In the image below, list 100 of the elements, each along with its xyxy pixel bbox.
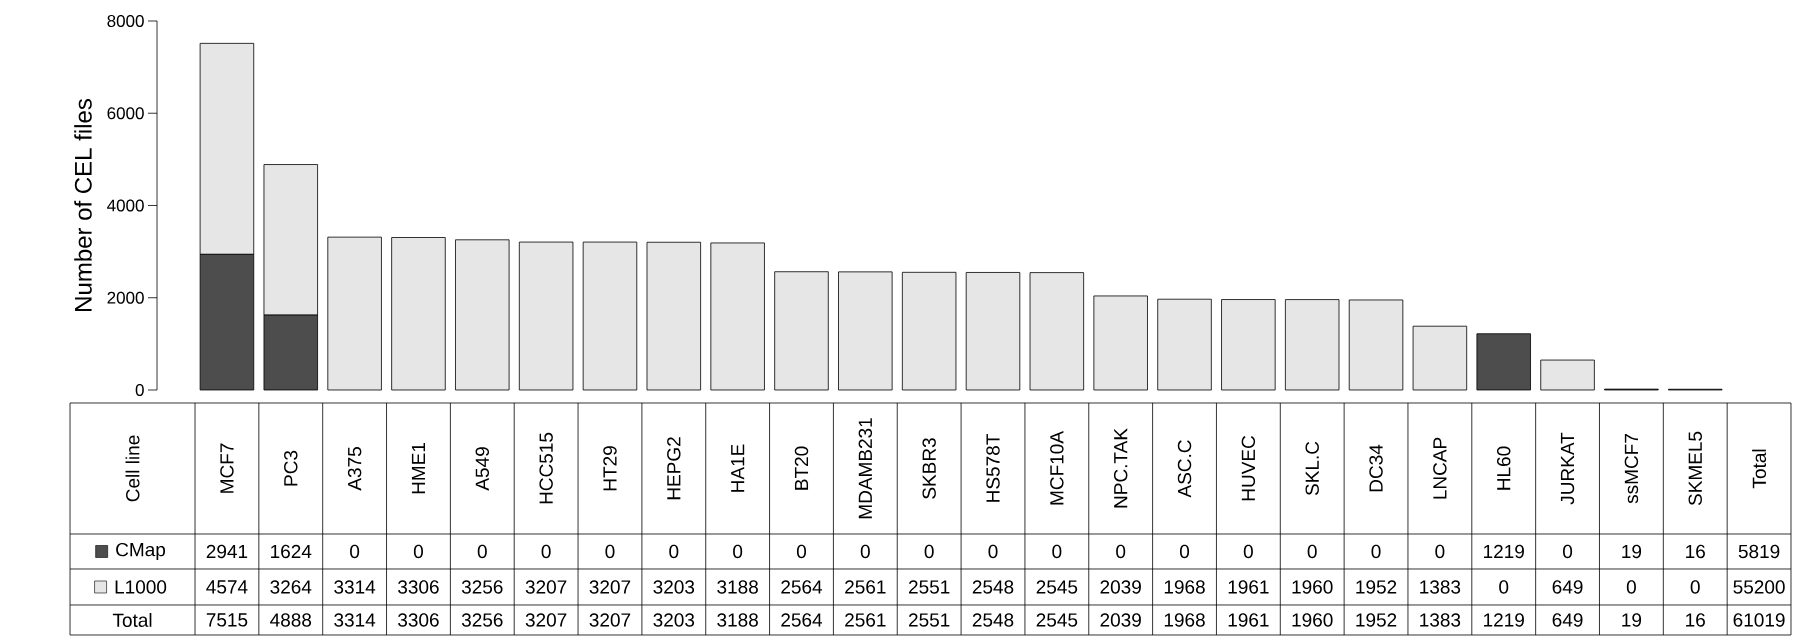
x-tick-label: NPC.TAK bbox=[1113, 428, 1128, 508]
text: Total bbox=[112, 613, 152, 627]
x-tick-label: HS578T bbox=[986, 434, 1000, 502]
bar bbox=[327, 236, 382, 391]
data-label: 2551 bbox=[908, 580, 950, 594]
data-label: 0 bbox=[1243, 544, 1253, 559]
bar bbox=[455, 239, 510, 391]
text: 7515 bbox=[206, 613, 248, 627]
x-tick-label: MDAMB231 bbox=[858, 418, 873, 519]
data-label: 3203 bbox=[653, 580, 695, 594]
text: 2548 bbox=[972, 613, 1014, 627]
text: 1961 bbox=[1228, 613, 1269, 627]
data-label: 0 bbox=[669, 544, 679, 559]
data-label: 3188 bbox=[717, 580, 758, 594]
data-label: 0 bbox=[924, 544, 934, 559]
data-label: 3264 bbox=[270, 580, 312, 594]
x-tick-label: SKMEL5 bbox=[1688, 431, 1702, 506]
data-label: 1960 bbox=[1292, 580, 1333, 594]
text: 3256 bbox=[461, 613, 503, 627]
bar bbox=[582, 241, 638, 391]
data-label: 19 bbox=[1622, 544, 1642, 559]
data-label: 0 bbox=[796, 544, 807, 559]
bar bbox=[1412, 325, 1468, 391]
text: Cell line bbox=[125, 435, 140, 502]
x-tick-label: MCF7 bbox=[220, 443, 234, 493]
x-tick-label: HEPG2 bbox=[667, 437, 681, 500]
data-label: 0 bbox=[350, 544, 360, 559]
bar bbox=[646, 241, 702, 391]
bar bbox=[838, 271, 893, 391]
x-tick-label: A375 bbox=[347, 447, 362, 491]
data-label: 1383 bbox=[1420, 580, 1461, 594]
x-tick-label: HL60 bbox=[1496, 446, 1511, 490]
data-label: 1961 bbox=[1228, 580, 1269, 594]
text: 2039 bbox=[1100, 613, 1141, 627]
data-label: 0 bbox=[1690, 580, 1700, 594]
text: 4888 bbox=[270, 613, 312, 627]
text: 19 bbox=[1622, 613, 1642, 627]
data-label: 0 bbox=[988, 544, 998, 559]
text: 16 bbox=[1686, 613, 1705, 627]
text: 2551 bbox=[908, 613, 950, 627]
bar bbox=[1029, 272, 1085, 391]
data-label: 0 bbox=[1626, 580, 1636, 594]
bar bbox=[1476, 333, 1531, 391]
x-tick-label: JURKAT bbox=[1560, 432, 1575, 505]
x-tick-label: HME1 bbox=[411, 443, 425, 494]
bar bbox=[774, 271, 829, 391]
x-tick-label: HT29 bbox=[603, 446, 617, 491]
data-label: 0 bbox=[1435, 544, 1445, 559]
text: 1952 bbox=[1356, 613, 1397, 627]
text: 3188 bbox=[717, 613, 758, 627]
legend-label: CMap bbox=[116, 542, 166, 561]
text: 1219 bbox=[1484, 613, 1524, 627]
x-tick-label: DC34 bbox=[1369, 444, 1383, 492]
text: 61019 bbox=[1733, 613, 1785, 627]
data-label: 0 bbox=[1179, 544, 1190, 559]
y-axis-title: Number of CEL files bbox=[74, 99, 92, 311]
bar bbox=[518, 241, 574, 391]
x-tick-label: SKBR3 bbox=[922, 438, 936, 499]
bar bbox=[1348, 299, 1404, 391]
legend-label: L1000 bbox=[115, 580, 167, 594]
x-tick-label: HA1E bbox=[731, 444, 745, 492]
text: 55200 bbox=[1733, 580, 1785, 594]
data-label: 16 bbox=[1686, 544, 1705, 559]
data-label: 1624 bbox=[271, 544, 312, 559]
x-tick-label: ssMCF7 bbox=[1624, 434, 1639, 504]
bar bbox=[1221, 299, 1276, 391]
data-label: 0 bbox=[1052, 544, 1062, 559]
data-label: 0 bbox=[413, 544, 423, 559]
data-label: 2039 bbox=[1100, 580, 1141, 594]
y-tick-label: 8000 bbox=[107, 14, 144, 28]
data-label: 0 bbox=[733, 544, 743, 559]
x-tick-label: SKL.C bbox=[1305, 441, 1319, 496]
x-tick-label: HUVEC bbox=[1241, 435, 1256, 501]
data-label: 2545 bbox=[1036, 580, 1078, 594]
y-tick-label: 6000 bbox=[107, 107, 144, 120]
data-label: 1952 bbox=[1356, 580, 1397, 594]
y-tick-label: 0 bbox=[135, 383, 144, 397]
text: 3314 bbox=[334, 613, 376, 627]
data-label: 0 bbox=[477, 544, 487, 559]
bar bbox=[1284, 299, 1340, 391]
data-label: 3207 bbox=[525, 580, 567, 594]
x-tick-label: ASC.C bbox=[1177, 440, 1192, 498]
y-tick-label: 2000 bbox=[107, 291, 144, 304]
data-label: 2548 bbox=[972, 580, 1014, 594]
text: 5819 bbox=[1738, 544, 1780, 559]
bar bbox=[901, 271, 957, 391]
data-label: 1968 bbox=[1164, 580, 1205, 594]
text: 2561 bbox=[845, 613, 886, 627]
data-label: 2561 bbox=[845, 580, 886, 594]
bar bbox=[710, 242, 765, 391]
data-label: 0 bbox=[541, 544, 551, 559]
data-label: 0 bbox=[605, 544, 615, 559]
text: 1968 bbox=[1164, 613, 1205, 627]
text: 3207 bbox=[525, 613, 567, 627]
bar bbox=[1157, 298, 1212, 391]
data-label: 649 bbox=[1552, 580, 1583, 594]
data-label: 0 bbox=[1116, 544, 1126, 559]
bar bbox=[965, 272, 1021, 391]
data-label: 0 bbox=[1499, 580, 1509, 594]
data-label: 2564 bbox=[781, 580, 823, 594]
